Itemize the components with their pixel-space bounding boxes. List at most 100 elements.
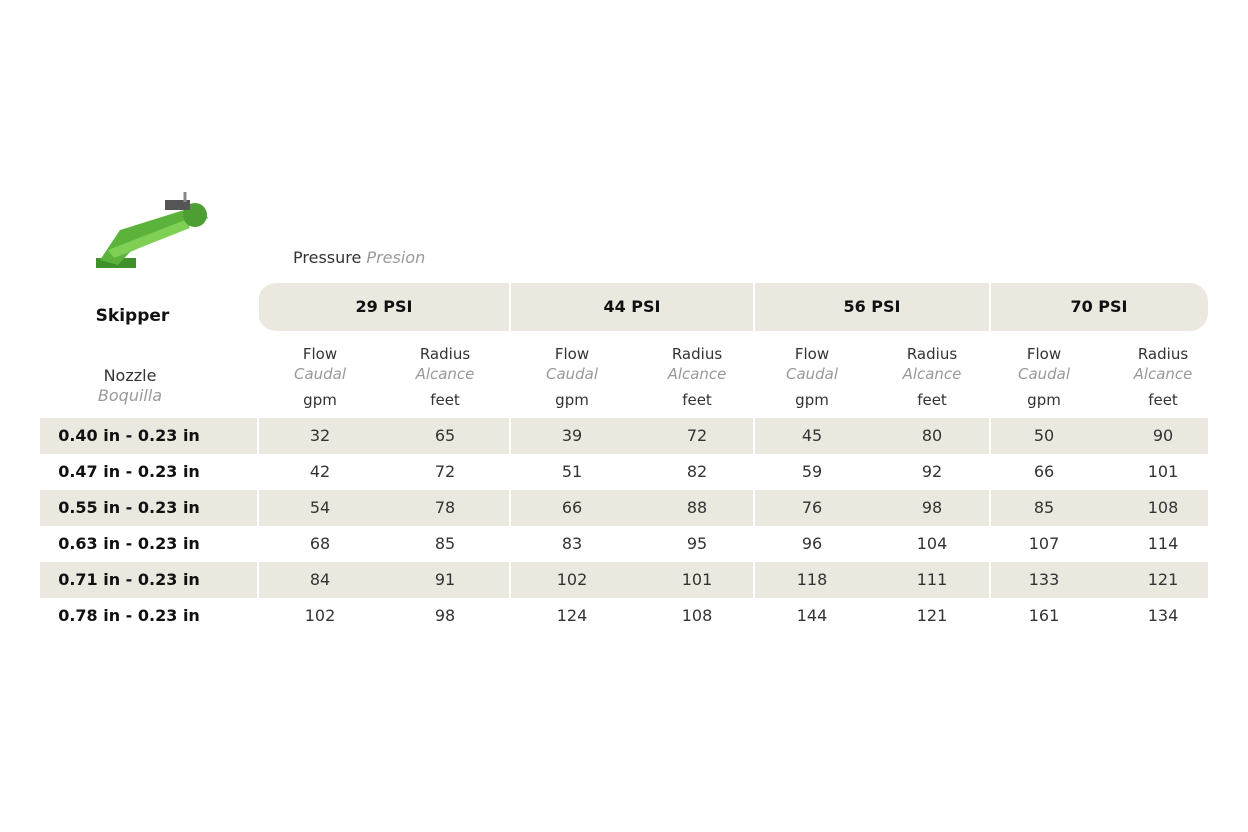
column-unit: feet xyxy=(430,391,460,409)
table-cell: 78 xyxy=(434,498,456,517)
pressure-es: Presion xyxy=(366,248,426,267)
column-header-en: Radius xyxy=(906,345,958,363)
column-unit: gpm xyxy=(1027,391,1061,409)
pressure-header: 44 PSI xyxy=(603,297,661,316)
table-cell: 95 xyxy=(686,534,708,553)
table-cell: 32 xyxy=(309,426,331,445)
column-header-en: Radius xyxy=(419,345,471,363)
nozzle-es: Boquilla xyxy=(97,386,163,405)
column-separator xyxy=(753,283,755,633)
nozzle-size: 0.71 in - 0.23 in xyxy=(58,570,200,589)
table-cell: 108 xyxy=(681,606,713,625)
nozzle-size: 0.63 in - 0.23 in xyxy=(58,534,200,553)
table-cell: 101 xyxy=(681,570,713,589)
column-header-en: Flow xyxy=(302,345,338,363)
row-band xyxy=(40,598,1208,634)
table-cell: 96 xyxy=(801,534,823,553)
header-band xyxy=(258,283,1208,331)
table-cell: 90 xyxy=(1152,426,1174,445)
column-separator xyxy=(989,283,991,633)
nozzle-label: Nozzle Boquilla xyxy=(60,366,200,406)
pressure-label: Pressure Presion xyxy=(293,248,425,267)
pressure-en: Pressure xyxy=(293,248,362,267)
column-header-es: Caudal xyxy=(293,365,347,383)
column-header-en: Flow xyxy=(1026,345,1062,363)
column-header-es: Alcance xyxy=(415,365,475,383)
column-header-en: Flow xyxy=(794,345,830,363)
column-header: Radius Alcance feet xyxy=(637,344,757,410)
table-cell: 107 xyxy=(1028,534,1060,553)
column-header: Flow Caudal gpm xyxy=(752,344,872,410)
table-cell: 98 xyxy=(921,498,943,517)
table-cell: 51 xyxy=(561,462,583,481)
table-cell: 88 xyxy=(686,498,708,517)
nozzle-en: Nozzle xyxy=(103,366,157,385)
table-cell: 111 xyxy=(916,570,948,589)
column-unit: gpm xyxy=(555,391,589,409)
table-cell: 114 xyxy=(1147,534,1179,553)
column-header-en: Radius xyxy=(1137,345,1189,363)
column-unit: gpm xyxy=(795,391,829,409)
table-cell: 91 xyxy=(434,570,456,589)
column-header: Flow Caudal gpm xyxy=(984,344,1104,410)
row-band xyxy=(40,454,1208,490)
column-header-en: Radius xyxy=(671,345,723,363)
column-unit: feet xyxy=(682,391,712,409)
table-cell: 72 xyxy=(686,426,708,445)
pressure-header: 56 PSI xyxy=(843,297,901,316)
nozzle-size: 0.78 in - 0.23 in xyxy=(58,606,200,625)
table-cell: 98 xyxy=(434,606,456,625)
table-cell: 54 xyxy=(309,498,331,517)
table-cell: 104 xyxy=(916,534,948,553)
row-band xyxy=(40,562,1208,598)
column-header: Flow Caudal gpm xyxy=(260,344,380,410)
column-header: Radius Alcance feet xyxy=(872,344,992,410)
table-cell: 92 xyxy=(921,462,943,481)
table-cell: 101 xyxy=(1147,462,1179,481)
table-cell: 85 xyxy=(1033,498,1055,517)
column-header: Radius Alcance feet xyxy=(385,344,505,410)
pressure-header: 29 PSI xyxy=(355,297,413,316)
column-header-es: Alcance xyxy=(902,365,962,383)
table-cell: 66 xyxy=(1033,462,1055,481)
column-separator xyxy=(509,283,511,633)
table-cell: 124 xyxy=(556,606,588,625)
row-band xyxy=(40,418,1208,454)
column-unit: feet xyxy=(917,391,947,409)
table-cell: 121 xyxy=(1147,570,1179,589)
pressure-header: 70 PSI xyxy=(1070,297,1128,316)
table-cell: 50 xyxy=(1033,426,1055,445)
table-cell: 68 xyxy=(309,534,331,553)
sprinkler-image xyxy=(96,192,208,268)
column-header-es: Caudal xyxy=(1017,365,1071,383)
table-cell: 45 xyxy=(801,426,823,445)
table-cell: 102 xyxy=(304,606,336,625)
table-cell: 82 xyxy=(686,462,708,481)
table-cell: 84 xyxy=(309,570,331,589)
nozzle-size: 0.40 in - 0.23 in xyxy=(58,426,200,445)
row-band xyxy=(40,526,1208,562)
column-separator xyxy=(257,283,259,633)
table-cell: 42 xyxy=(309,462,331,481)
row-band xyxy=(40,490,1208,526)
table-cell: 39 xyxy=(561,426,583,445)
table-cell: 144 xyxy=(796,606,828,625)
table-cell: 59 xyxy=(801,462,823,481)
table-cell: 118 xyxy=(796,570,828,589)
column-unit: feet xyxy=(1148,391,1178,409)
column-unit: gpm xyxy=(303,391,337,409)
table-cell: 76 xyxy=(801,498,823,517)
table-cell: 133 xyxy=(1028,570,1060,589)
column-header-es: Caudal xyxy=(545,365,599,383)
table-cell: 65 xyxy=(434,426,456,445)
table-cell: 72 xyxy=(434,462,456,481)
table-cell: 83 xyxy=(561,534,583,553)
product-name: Skipper xyxy=(95,306,170,326)
table-cell: 161 xyxy=(1028,606,1060,625)
nozzle-size: 0.47 in - 0.23 in xyxy=(58,462,200,481)
table-cell: 121 xyxy=(916,606,948,625)
table-cell: 66 xyxy=(561,498,583,517)
table-cell: 134 xyxy=(1147,606,1179,625)
nozzle-size: 0.55 in - 0.23 in xyxy=(58,498,200,517)
